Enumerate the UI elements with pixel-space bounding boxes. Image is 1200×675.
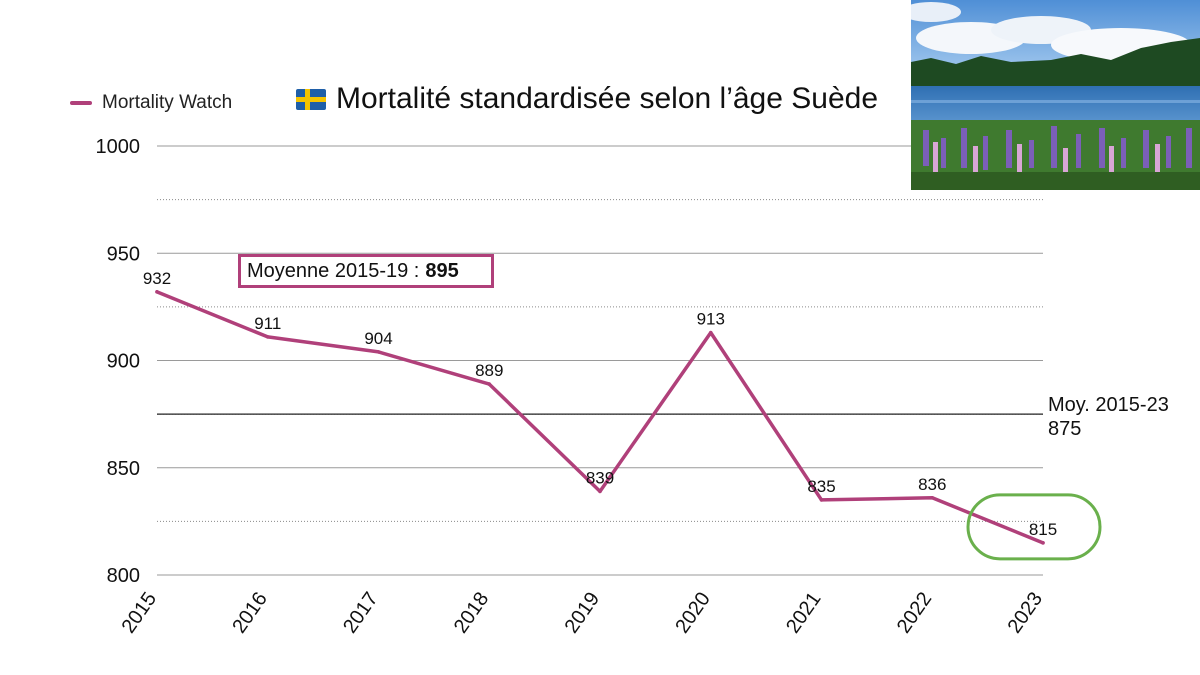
lake-lupins-image (911, 0, 1200, 190)
data-point-2015 (155, 290, 159, 294)
average-2015-19-box: Moyenne 2015-19 : 895 (238, 254, 494, 288)
highlight-circle-2023 (966, 493, 1102, 561)
data-label-2021: 835 (807, 477, 835, 496)
axes: 800 850 900 950 1000 2015 2016 2017 2018 2019 2020… (96, 136, 1048, 637)
flag-cross-horizontal (296, 96, 326, 102)
legend-label: Mortality Watch (102, 92, 233, 113)
data-label-2023: 815 (1029, 520, 1057, 539)
average-label: Moyenne 2015-19 : (247, 259, 420, 282)
average-value: 895 (425, 259, 459, 282)
y-tick-label-1000: 1000 (96, 136, 141, 158)
data-labels: 932 911 904 889 839 913 835 836 815 (143, 269, 1057, 539)
flag-cross-vertical (305, 88, 310, 110)
data-point-2017 (376, 350, 381, 354)
gridlines (157, 145, 1043, 576)
x-tick-label-2021: 2021 (782, 588, 826, 637)
x-tick-label-2016: 2016 (228, 588, 272, 637)
series-line-mortality-watch (155, 290, 1045, 545)
x-tick-label-2018: 2018 (450, 588, 494, 637)
data-label-2018: 889 (475, 361, 503, 380)
data-point-2018 (487, 382, 492, 386)
y-tick-label-950: 950 (107, 243, 140, 265)
x-tick-label-2023: 2023 (1004, 588, 1048, 637)
data-point-2022 (930, 495, 935, 500)
sweden-flag-icon (296, 88, 326, 110)
y-tick-label-800: 800 (107, 565, 140, 587)
data-point-2021 (819, 498, 824, 502)
legend: Mortality Watch (70, 92, 232, 114)
y-tick-label-850: 850 (107, 458, 140, 480)
data-point-2016 (265, 335, 270, 339)
legend-swatch (70, 101, 92, 105)
x-tick-label-2019: 2019 (561, 588, 605, 637)
landscape-photo (911, 0, 1200, 190)
data-label-2020: 913 (697, 310, 725, 329)
reference-line-label: Moy. 2015-23 875 (1048, 393, 1169, 441)
data-point-2019 (598, 489, 602, 494)
x-tick-label-2020: 2020 (671, 588, 715, 637)
reference-line-label-text: Moy. 2015-23 (1048, 394, 1169, 416)
data-label-2016: 911 (254, 314, 281, 333)
x-tick-label-2017: 2017 (339, 588, 383, 637)
x-tick-label-2022: 2022 (893, 588, 937, 637)
chart-title-text: Mortalité standardisée selon l’âge Suède (336, 82, 879, 115)
data-point-2023 (1041, 541, 1045, 545)
reference-line-value: 875 (1048, 418, 1082, 440)
data-label-2015: 932 (143, 269, 171, 288)
chart-title: Mortalité standardisée selon l’âge Suède (296, 82, 878, 116)
data-label-2022: 836 (918, 475, 946, 494)
series-layer (155, 290, 1045, 545)
highlight-layer (966, 493, 1102, 561)
data-point-2020 (708, 330, 713, 335)
y-tick-label-900: 900 (107, 351, 140, 373)
data-label-2017: 904 (364, 329, 392, 348)
data-label-2019: 839 (586, 468, 614, 487)
x-tick-label-2015: 2015 (118, 588, 162, 637)
